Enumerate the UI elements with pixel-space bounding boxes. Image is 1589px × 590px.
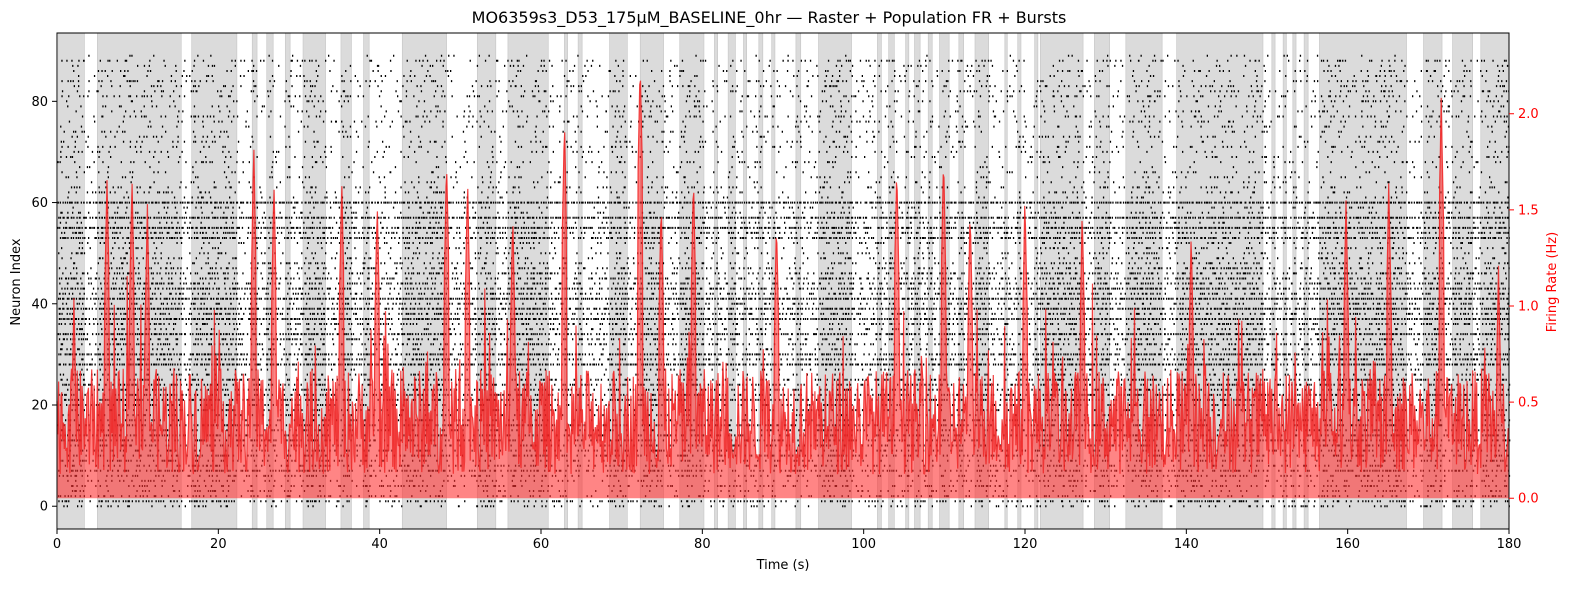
neuron-spike-train [63,130,1508,133]
neuron-spike-train [72,64,1509,67]
neuron-spike-train [59,373,1504,376]
right-tick-label: 1.0 [1518,299,1539,314]
x-tick-label: 140 [1174,537,1199,552]
right-tick-label: 1.5 [1518,203,1539,218]
right-tick-label: 0.5 [1518,396,1539,411]
neuron-spike-train [61,231,1509,234]
x-tick-label: 160 [1335,537,1360,552]
neuron-spike-train [61,247,1505,250]
y-axis-label: Neuron Index [9,238,24,325]
neuron-spike-train [66,100,1509,103]
neuron-spike-train [60,150,1509,153]
chart-title: MO6359s3_D53_175µM_BASELINE_0hr — Raster… [472,8,1067,28]
neuron-spike-train [58,252,1507,255]
x-tick-label: 100 [851,537,876,552]
neuron-spike-train [60,140,1496,143]
neuron-spike-train [58,312,1509,315]
y-tick-label: 0 [40,500,48,515]
neuron-spike-train [76,328,1503,331]
neuron-spike-train [79,166,1475,169]
neuron-spike-train [57,333,1509,336]
neuron-spike-train [58,363,1509,366]
neuron-spike-train [78,75,1500,77]
x-tick-label: 180 [1497,537,1522,552]
neuron-spike-train [58,307,1510,310]
y-tick-label: 20 [31,399,48,414]
firing-rate-layer [56,80,1510,499]
y-axis-ticks: 0 20 40 60 80 [31,95,57,515]
x-axis-label: Time (s) [756,558,810,573]
neuron-spike-train [57,201,1510,204]
neuron-spike-train [68,120,1507,123]
neuron-spike-train [72,206,1509,209]
x-tick-label: 0 [53,537,61,552]
plot-frame [56,32,1510,530]
neuron-spike-train [61,287,1510,290]
y-tick-label: 60 [31,196,48,211]
neuron-spike-train [75,110,1501,113]
neuron-spike-train [67,105,1505,108]
neuron-spike-train [58,323,1509,325]
x-axis-ticks: 0 20 40 60 80 100 120 140 160 180 [53,529,1522,552]
neuron-spike-train [62,272,1507,275]
neuron-spike-train [60,156,1508,158]
neuron-spike-train [57,161,1502,164]
x-tick-label: 80 [694,537,711,552]
neuron-spike-train [62,302,1509,305]
neuron-spike-train [73,262,1509,265]
neuron-spike-train [59,282,1504,285]
neuron-spike-train [58,318,1510,320]
neuron-spike-train [73,358,1509,361]
x-tick-label: 120 [1013,537,1038,552]
neuron-spike-train [70,186,1496,189]
x-tick-label: 60 [533,537,550,552]
neuron-spike-train [59,221,1505,224]
right-axis-ticks: 0.0 0.5 1.0 1.5 2.0 [1509,107,1539,507]
neuron-spike-train [61,145,1510,148]
neuron-spike-train [59,404,1510,406]
neuron-spike-train [73,85,1506,88]
neuron-spike-train [58,353,1510,356]
neuron-spike-train [58,297,1509,300]
neuron-spike-train [60,378,1507,381]
y-tick-label: 80 [31,95,48,110]
neuron-spike-train [61,59,1507,62]
y-tick-label: 40 [31,297,48,312]
neuron-spike-train [88,54,1396,57]
neuron-spike-train [60,348,1510,351]
neuron-spike-train [58,338,1509,341]
neuron-spike-train [71,135,1506,138]
neuron-spike-train [62,383,1511,386]
neuron-spike-train [58,292,1510,295]
neuron-spike-train [60,343,1496,346]
neuron-spike-train [59,237,1510,239]
neuron-spike-train [61,90,1510,93]
x-tick-label: 40 [371,537,388,552]
neuron-spike-train [58,216,1509,219]
neuron-spike-train [74,368,1501,371]
right-tick-label: 2.0 [1518,107,1539,122]
neuron-spike-train [79,242,1508,244]
neuron-spike-train [61,80,1508,83]
firing-rate-line [56,80,1510,475]
neuron-spike-train [58,500,1509,503]
neuron-spike-train [57,226,1510,229]
neuron-spike-train [67,196,1509,199]
right-axis-label: Firing Rate (Hz) [1545,232,1560,332]
neuron-spike-train [73,70,1505,72]
neuron-spike-train [61,257,1496,260]
neuron-spike-train [58,267,1510,270]
neuron-spike-train [60,125,1510,128]
x-tick-label: 20 [210,537,227,552]
right-tick-label: 0.0 [1518,492,1539,507]
neuron-spike-train [65,176,1491,179]
